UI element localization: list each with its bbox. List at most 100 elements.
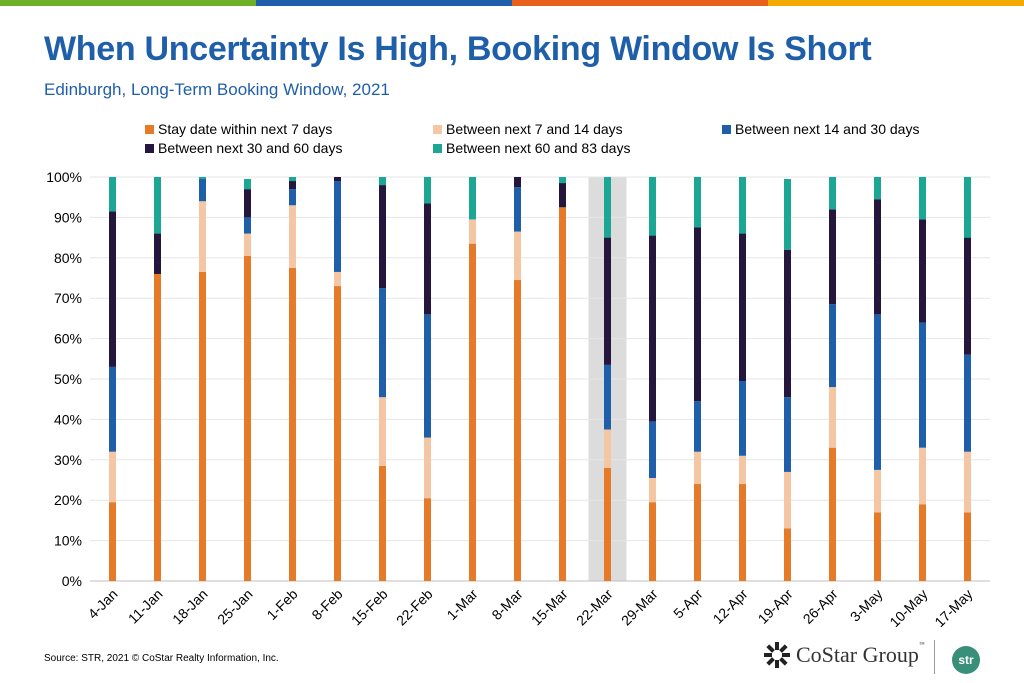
bar-segment (244, 233, 251, 256)
bar-segment (424, 314, 431, 438)
bar-segment (964, 237, 971, 355)
bar-segment (289, 267, 296, 581)
legend-item-4: Between next 60 and 83 days (433, 140, 630, 156)
bar-segment (334, 177, 341, 182)
bar-segment (829, 387, 836, 448)
bar-segment (784, 471, 791, 529)
y-tick-label: 10% (54, 533, 82, 549)
chart-subtitle: Edinburgh, Long-Term Booking Window, 202… (44, 80, 390, 99)
bar-segment (244, 189, 251, 218)
bar-segment (424, 203, 431, 315)
x-tick-label: 26-Apr (800, 586, 841, 627)
bar-segment (379, 465, 386, 581)
bar-segment (514, 187, 521, 232)
bar-segment (379, 185, 386, 289)
bar-segment (604, 177, 611, 238)
legend-label-2: Between next 14 and 30 days (735, 121, 920, 137)
bar-segment (604, 429, 611, 468)
bar-segment (604, 237, 611, 365)
y-tick-label: 50% (54, 371, 82, 387)
bar-segment (559, 207, 566, 582)
top-bar-blue (256, 0, 512, 6)
y-tick-label: 100% (46, 169, 82, 185)
legend: Stay date within next 7 days Between nex… (145, 121, 1005, 161)
bar-segment (874, 512, 881, 581)
legend-swatch-4 (433, 143, 442, 153)
bar-segment (964, 451, 971, 513)
bar-segment (109, 451, 116, 503)
legend-swatch-0 (145, 124, 154, 134)
bar-segment (154, 233, 161, 274)
bar-segment (739, 233, 746, 382)
legend-item-1: Between next 7 and 14 days (433, 121, 623, 137)
bar-segment (649, 477, 656, 503)
bar-segment (604, 467, 611, 581)
bar-segment (289, 177, 296, 182)
bar-segment (514, 280, 521, 581)
legend-swatch-3 (145, 143, 154, 153)
legend-label-0: Stay date within next 7 days (158, 121, 333, 137)
legend-label-1: Between next 7 and 14 days (446, 121, 623, 137)
top-bar-green (0, 0, 256, 6)
bar-segment (874, 199, 881, 315)
bar-segment (199, 179, 206, 202)
bar-segment (694, 401, 701, 452)
bar-segment (919, 177, 926, 220)
y-tick-label: 30% (54, 452, 82, 468)
x-tick-label: 15-Mar (528, 586, 571, 629)
bar-segment (604, 364, 611, 430)
top-color-bar (0, 0, 1024, 6)
x-tick-label: 10-May (886, 586, 930, 630)
bar-segment (289, 181, 296, 190)
bar-segment (739, 455, 746, 485)
bar-segment (649, 421, 656, 478)
x-tick-label: 29-Mar (618, 586, 661, 629)
bar-segment (694, 227, 701, 402)
source-note: Source: STR, 2021 © CoStar Realty Inform… (44, 653, 279, 664)
bar-segment (244, 179, 251, 190)
x-tick-label: 22-Feb (393, 586, 436, 629)
bar-segment (199, 177, 206, 180)
bar-segment (469, 177, 476, 220)
legend-item-3: Between next 30 and 60 days (145, 140, 342, 156)
costar-star-icon (764, 642, 790, 668)
bar-segment (919, 447, 926, 505)
x-tick-label: 11-Jan (125, 586, 166, 627)
bar-segment (694, 451, 701, 485)
x-tick-label: 18-Jan (169, 586, 211, 628)
bar-segment (424, 437, 431, 499)
bar-segment (469, 219, 476, 244)
y-tick-label: 90% (54, 209, 82, 225)
bar-segment (109, 502, 116, 581)
bar-segment (559, 177, 566, 184)
bar-segment (694, 484, 701, 581)
logo-divider (934, 640, 935, 674)
chart-title: When Uncertainty Is High, Booking Window… (44, 30, 872, 68)
bar-segment (739, 484, 746, 581)
costar-logo-tm: ™ (918, 642, 925, 648)
bar-segment (649, 177, 656, 236)
bar-segment (379, 397, 386, 466)
bar-segment (109, 366, 116, 452)
costar-logo: CoStar Group™ (764, 642, 925, 668)
bar-segment (514, 231, 521, 281)
str-logo-badge: str (952, 646, 980, 674)
bar-segment (109, 211, 116, 367)
x-tick-label: 19-Apr (755, 586, 796, 627)
bar-segment (829, 177, 836, 210)
y-tick-label: 40% (54, 411, 82, 427)
bar-segment (874, 177, 881, 200)
bar-segment (874, 314, 881, 470)
bar-segment (919, 322, 926, 448)
bar-segment (649, 235, 656, 422)
costar-logo-text: CoStar Group™ (796, 642, 925, 668)
x-tick-label: 5-Apr (670, 586, 706, 622)
bar-segment (289, 189, 296, 206)
bar-segment (379, 177, 386, 186)
bar-segment (289, 205, 296, 268)
legend-swatch-2 (722, 124, 731, 134)
bar-segment (334, 286, 341, 581)
top-bar-yellow (768, 0, 1024, 6)
bar-segment (829, 209, 836, 305)
